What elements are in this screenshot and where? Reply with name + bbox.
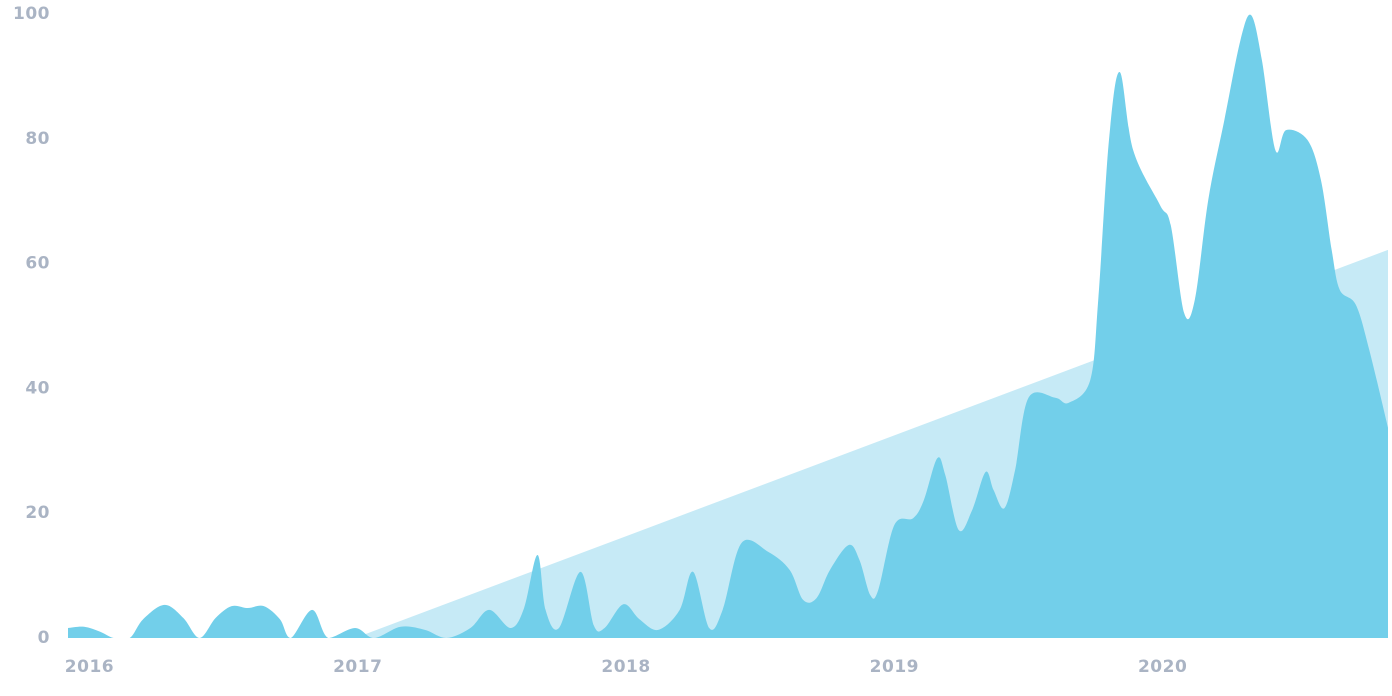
y-tick-label: 80 xyxy=(25,129,50,149)
x-tick-label: 2017 xyxy=(333,657,382,677)
y-tick-label: 0 xyxy=(38,628,50,648)
x-tick-label: 2019 xyxy=(870,657,919,677)
area xyxy=(68,14,1388,639)
x-tick-label: 2018 xyxy=(601,657,650,677)
y-tick-label: 20 xyxy=(25,503,50,523)
y-tick-label: 100 xyxy=(13,4,50,24)
x-tick-label: 2016 xyxy=(65,657,114,677)
x-tick-label: 2020 xyxy=(1138,657,1187,677)
y-tick-label: 60 xyxy=(25,254,50,274)
y-tick-label: 40 xyxy=(25,378,50,398)
